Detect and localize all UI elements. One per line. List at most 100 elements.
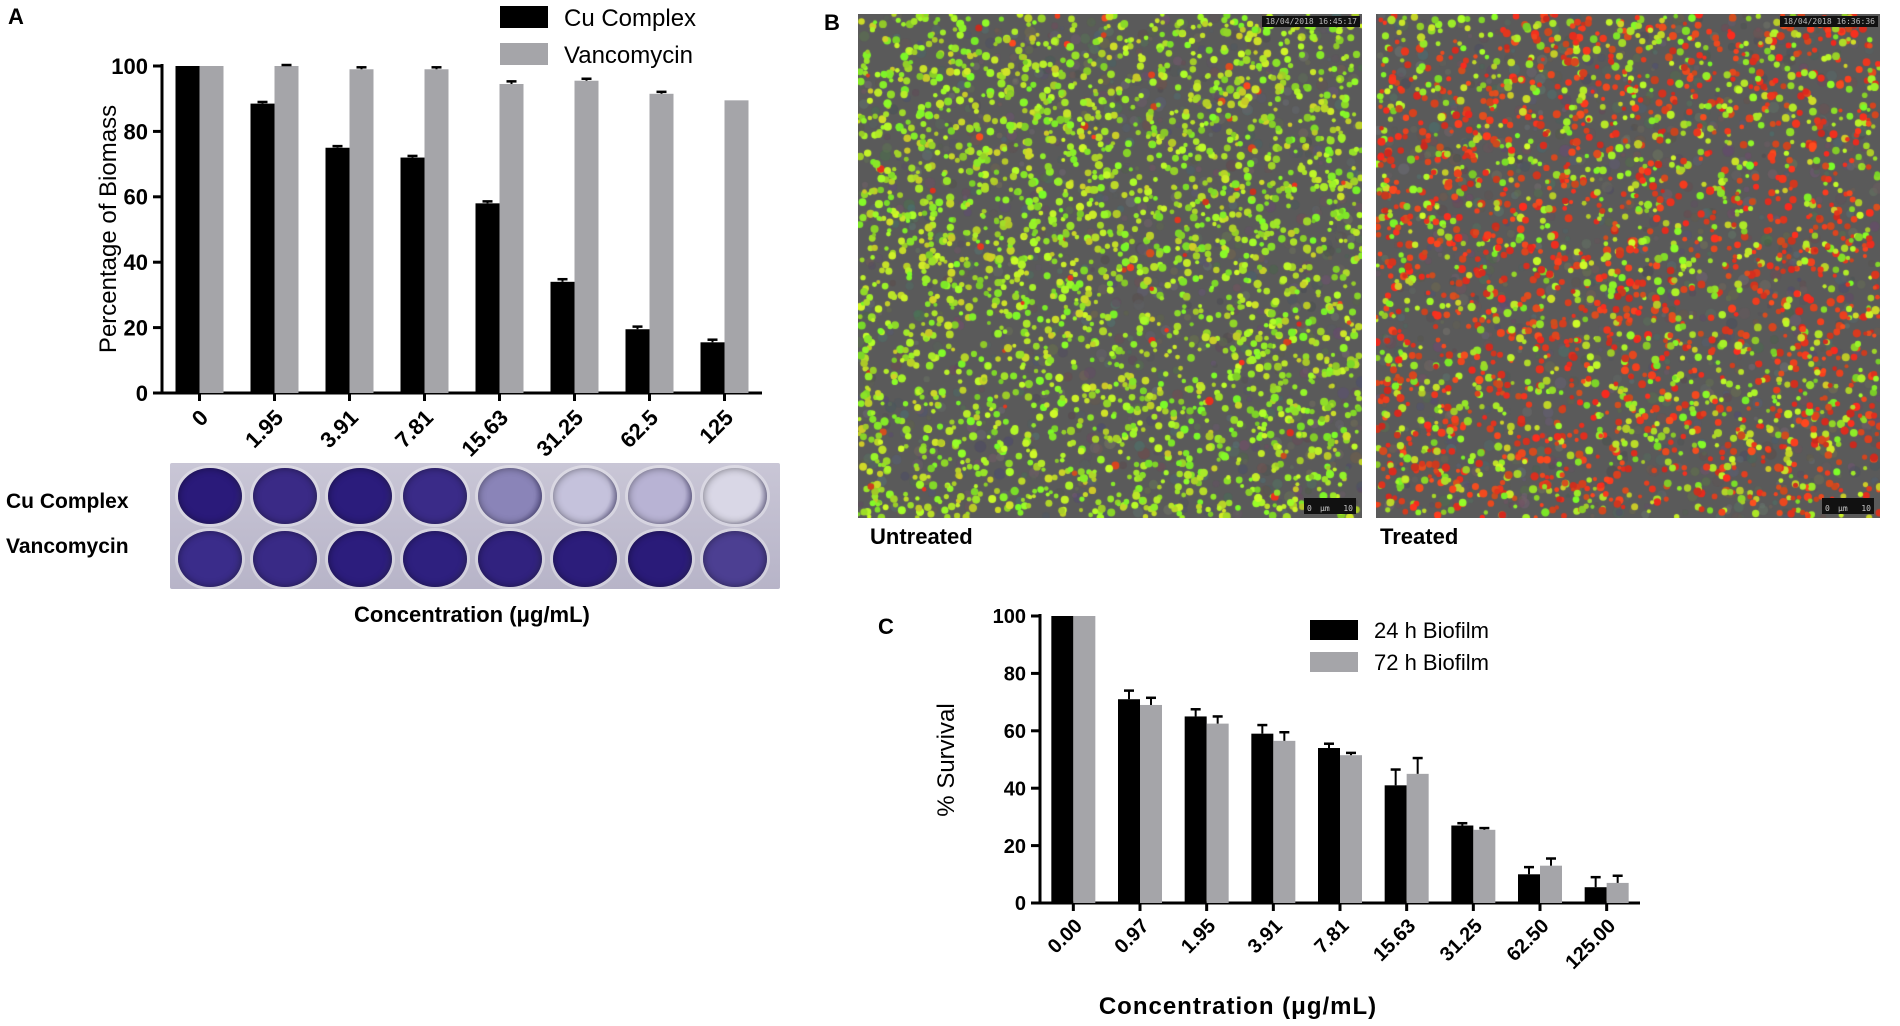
micrograph-timestamp: 18/04/2018 16:36:36	[1780, 16, 1878, 27]
chart-c-x-axis-title: Concentration (μg/mL)	[1099, 993, 1377, 1020]
biomass-bar-chart: 0 20 40 60 80 100 0 1.95 3.91 7.81 15.63 31.25 62.5 1…	[95, 5, 762, 460]
survival-bar-chart: 0 20 40 60 80 100 0.00 0.97 1.95 3.91 7.81 15.63 31.…	[933, 606, 1640, 1020]
bar-cu-complex-3	[400, 157, 425, 393]
micrograph-label-untreated: Untreated	[870, 524, 973, 549]
bar-24-h-biofilm-7	[1518, 874, 1540, 903]
scale-bar-unit: μm	[1838, 504, 1848, 513]
panel-label-a: A	[8, 4, 24, 29]
bar-vancomycin-0	[199, 66, 224, 393]
x-tick-label: 31.25	[531, 405, 588, 460]
bar-72-h-biofilm-2	[1206, 723, 1229, 903]
legend-label: Vancomycin	[564, 42, 693, 69]
y-tick-label: 20	[124, 316, 148, 341]
x-tick-label: 15.63	[456, 405, 513, 460]
x-tick-label: 7.81	[1310, 915, 1353, 958]
y-tick-label: 60	[1004, 721, 1026, 743]
bar-cu-complex-6	[625, 329, 650, 393]
scale-bar: 0 μm 10	[1822, 498, 1874, 514]
crystal-violet-plate-photo	[170, 463, 780, 589]
scale-bar-start: 0	[1307, 504, 1312, 513]
legend-label: 24 h Biofilm	[1374, 618, 1489, 643]
bar-24-h-biofilm-8	[1584, 887, 1607, 903]
plate-row-cu-complex	[170, 466, 780, 526]
x-tick-label: 125.00	[1561, 915, 1620, 974]
bar-vancomycin-6	[649, 93, 674, 394]
bar-vancomycin-5	[574, 80, 599, 393]
bar-vancomycin-2	[349, 69, 374, 394]
plate-well	[628, 531, 692, 587]
plate-row-label-cu-complex: Cu Complex	[6, 490, 129, 513]
scale-bar-end: 10	[1343, 504, 1353, 513]
bar-cu-complex-7	[700, 342, 725, 393]
x-tick-label: 3.91	[315, 405, 363, 453]
plate-well	[253, 468, 317, 524]
plate-row-label-vancomycin: Vancomycin	[6, 535, 129, 558]
bar-72-h-biofilm-0	[1073, 616, 1096, 903]
x-tick-label: 3.91	[1244, 915, 1287, 958]
y-tick-label: 100	[993, 606, 1026, 628]
bar-vancomycin-4	[499, 83, 524, 394]
plate-well	[628, 468, 692, 524]
bar-72-h-biofilm-6	[1473, 829, 1496, 903]
legend-swatch	[1310, 620, 1358, 640]
y-tick-label: 0	[136, 381, 148, 406]
bar-24-h-biofilm-4	[1318, 748, 1340, 903]
y-axis-title: Percentage of Biomass	[95, 105, 122, 353]
bar-cu-complex-2	[325, 147, 350, 393]
bar-vancomycin-1	[274, 66, 299, 393]
x-tick-label: 1.95	[240, 405, 288, 453]
x-tick-label: 62.50	[1503, 915, 1554, 966]
y-tick-label: 100	[111, 54, 148, 79]
plate-well	[328, 468, 392, 524]
y-tick-label: 40	[1004, 778, 1026, 800]
x-tick-label: 1.95	[1177, 915, 1220, 958]
legend-swatch	[500, 6, 548, 28]
legend-swatch	[1310, 652, 1358, 672]
bar-72-h-biofilm-3	[1273, 740, 1296, 903]
legend-swatch	[500, 43, 548, 65]
y-axis-title: % Survival	[933, 703, 960, 816]
y-tick-label: 60	[124, 185, 148, 210]
bar-72-h-biofilm-8	[1606, 882, 1629, 903]
bar-cu-complex-1	[250, 103, 275, 393]
x-tick-label: 62.5	[615, 405, 663, 453]
plate-well	[478, 468, 542, 524]
legend-label: Cu Complex	[564, 5, 696, 32]
micrograph-label-treated: Treated	[1380, 524, 1459, 549]
x-tick-label: 0.00	[1044, 915, 1087, 958]
micrograph-treated: 18/04/2018 16:36:36 0 μm 10	[1376, 14, 1880, 518]
plate-well	[403, 531, 467, 587]
legend-label: 72 h Biofilm	[1374, 650, 1489, 675]
scale-bar: 0 μm 10	[1304, 498, 1356, 514]
plate-well	[553, 531, 617, 587]
plate-well	[178, 468, 242, 524]
plate-well	[478, 531, 542, 587]
panel-label-b: B	[824, 10, 840, 35]
bar-24-h-biofilm-3	[1251, 733, 1274, 903]
plate-well	[253, 531, 317, 587]
panel-label-c: C	[878, 614, 894, 639]
plate-well	[553, 468, 617, 524]
plate-row-vancomycin	[170, 529, 780, 589]
bar-cu-complex-5	[550, 281, 575, 393]
bar-24-h-biofilm-5	[1384, 785, 1407, 903]
scale-bar-unit: μm	[1320, 504, 1330, 513]
x-tick-label: 125	[694, 405, 738, 449]
y-tick-label: 0	[1015, 893, 1026, 915]
plate-well	[178, 531, 242, 587]
x-tick-label: 0.97	[1110, 915, 1153, 958]
scale-bar-end: 10	[1861, 504, 1871, 513]
x-tick-label: 0	[187, 405, 213, 431]
x-tick-label: 15.63	[1369, 915, 1420, 966]
plate-well	[403, 468, 467, 524]
plate-well	[703, 531, 767, 587]
y-tick-label: 20	[1004, 836, 1026, 858]
bar-72-h-biofilm-5	[1406, 773, 1429, 903]
micrograph-timestamp: 18/04/2018 16:45:17	[1262, 16, 1360, 27]
bar-24-h-biofilm-1	[1118, 699, 1140, 903]
bar-24-h-biofilm-6	[1451, 825, 1474, 903]
bar-cu-complex-0	[175, 66, 200, 393]
bar-72-h-biofilm-1	[1140, 704, 1162, 903]
bar-72-h-biofilm-4	[1340, 755, 1362, 903]
bar-24-h-biofilm-2	[1184, 716, 1207, 903]
